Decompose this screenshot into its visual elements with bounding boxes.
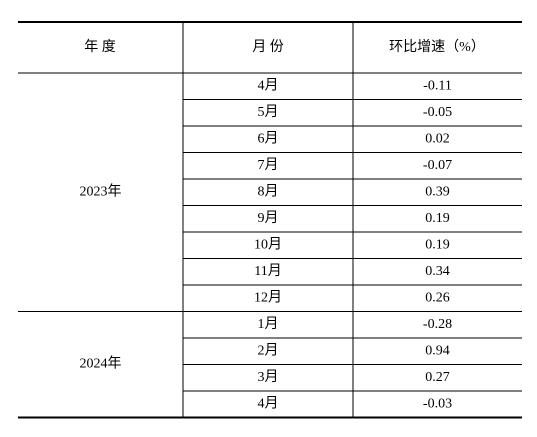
month-cell: 5月 bbox=[258, 104, 279, 120]
value-cell: 0.19 bbox=[425, 211, 450, 226]
month-cell: 1月 bbox=[258, 316, 279, 332]
month-cell: 7月 bbox=[258, 157, 279, 173]
value-cell: 0.27 bbox=[425, 370, 450, 385]
month-cell: 9月 bbox=[258, 210, 279, 226]
month-cell: 4月 bbox=[258, 77, 279, 93]
month-cell: 6月 bbox=[258, 130, 279, 146]
header-cell: 环比增速（%） bbox=[389, 39, 485, 55]
value-cell: 0.94 bbox=[425, 343, 450, 358]
month-cell: 12月 bbox=[254, 289, 282, 305]
header-cell: 年 度 bbox=[84, 39, 116, 55]
value-cell: -0.07 bbox=[423, 158, 452, 173]
value-cell: -0.28 bbox=[423, 317, 452, 332]
value-cell: -0.03 bbox=[423, 396, 452, 411]
year-cell: 2023年 bbox=[80, 183, 122, 199]
value-cell: -0.05 bbox=[423, 105, 452, 120]
value-cell: 0.39 bbox=[425, 184, 450, 199]
value-cell: 0.19 bbox=[425, 237, 450, 252]
value-cell: -0.11 bbox=[423, 78, 452, 93]
month-cell: 4月 bbox=[258, 395, 279, 411]
value-cell: 0.26 bbox=[425, 290, 450, 305]
month-cell: 8月 bbox=[258, 183, 279, 199]
value-cell: 0.34 bbox=[425, 264, 450, 279]
month-cell: 3月 bbox=[258, 369, 279, 385]
value-cell: 0.02 bbox=[425, 131, 450, 146]
month-cell: 11月 bbox=[254, 263, 281, 279]
month-cell: 2月 bbox=[258, 342, 279, 358]
header-cell: 月 份 bbox=[252, 39, 284, 55]
year-cell: 2024年 bbox=[80, 356, 122, 372]
month-cell: 10月 bbox=[254, 236, 282, 252]
